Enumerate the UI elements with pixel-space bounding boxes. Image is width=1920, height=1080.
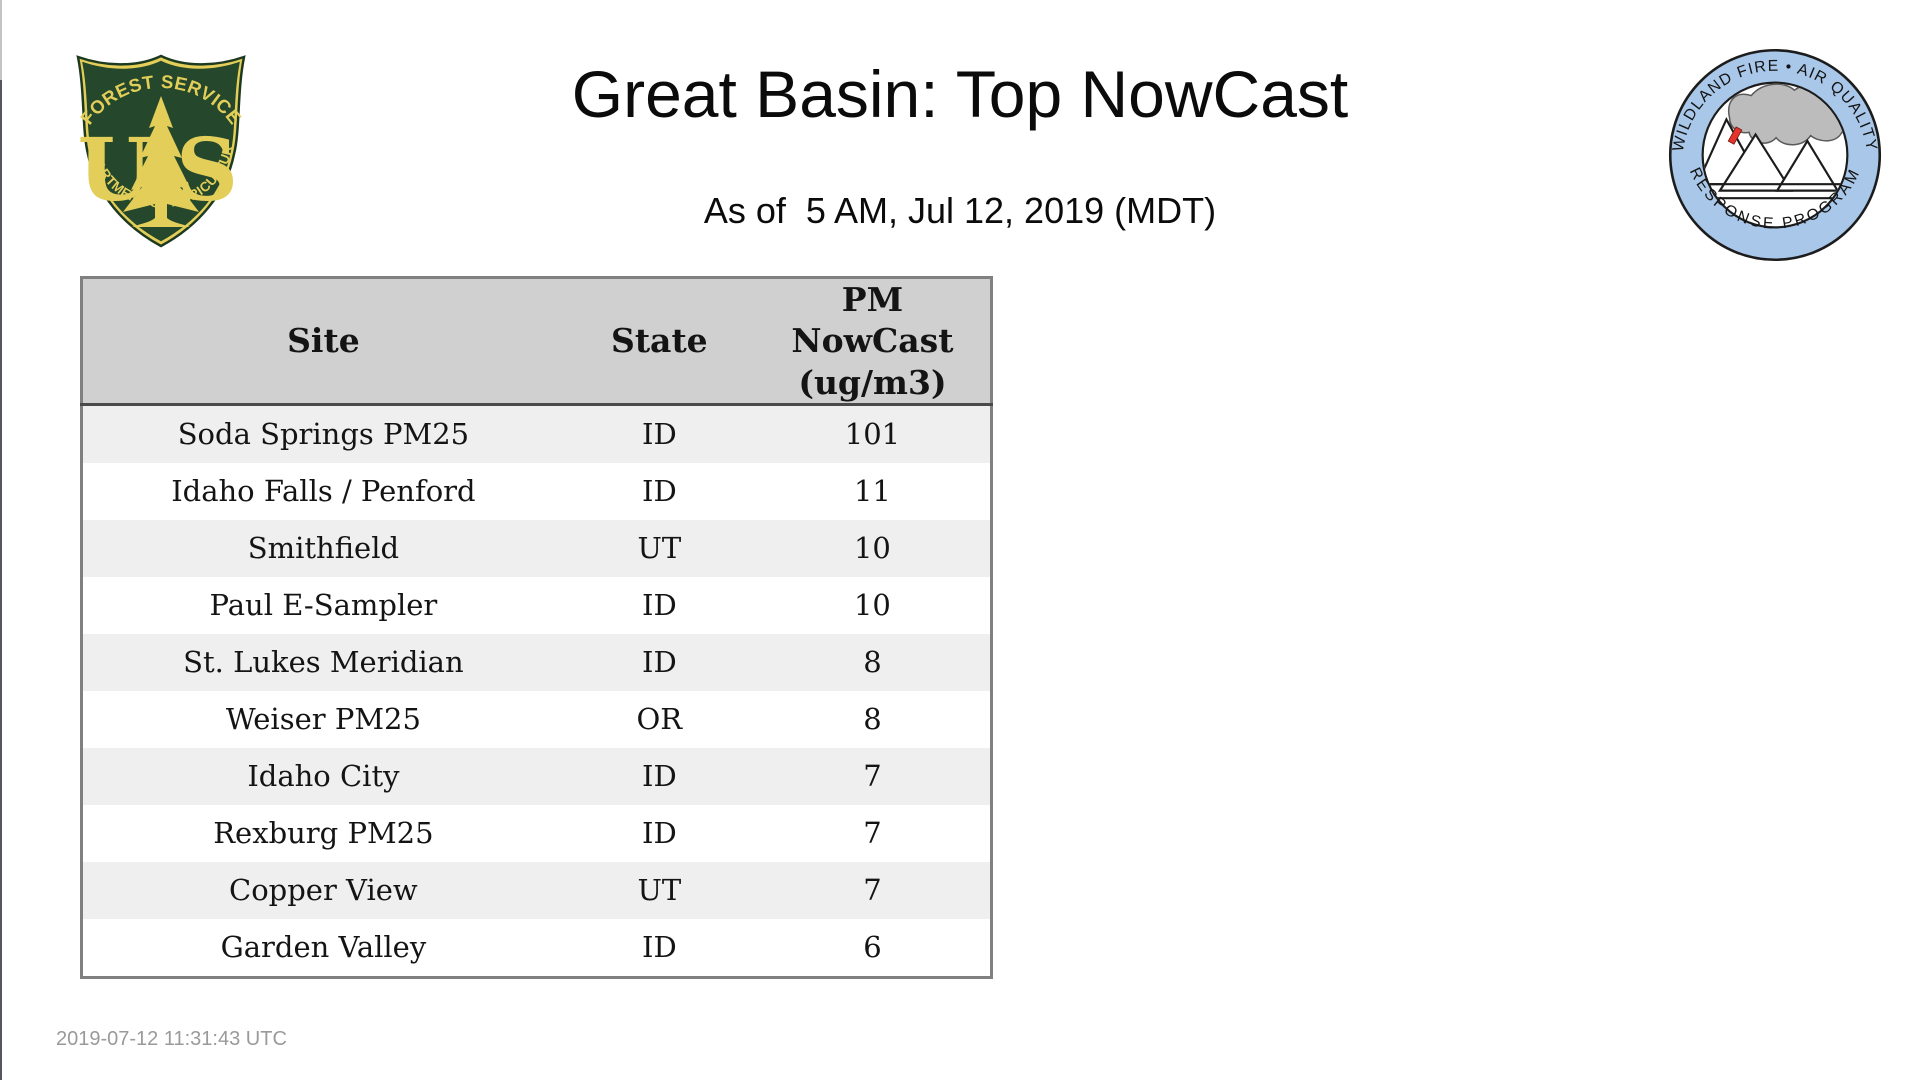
site-cell: Paul E-Sampler	[209, 588, 438, 623]
value-cell: 11	[853, 474, 891, 509]
site-cell: Garden Valley	[220, 930, 427, 965]
value-cell: 10	[853, 531, 891, 566]
state-cell: UT	[637, 531, 682, 566]
value-cell: 7	[863, 759, 882, 794]
site-cell: Smithfield	[247, 531, 400, 566]
value-cell: 101	[844, 417, 901, 452]
mountain-right-icon	[1775, 138, 1840, 192]
mountain-middle-icon	[1717, 132, 1794, 192]
table-row: Weiser PM25 OR 8	[81, 690, 992, 748]
table-header: Site State PM NowCast (ug/m3)	[81, 277, 992, 406]
pine-tree-icon	[123, 96, 199, 227]
state-cell: ID	[641, 816, 677, 851]
state-cell: ID	[641, 474, 677, 509]
site-cell: St. Lukes Meridian	[183, 645, 464, 680]
forest-service-logo: FOREST SERVICE U S DEPARTMENT OF AGRICUL…	[66, 44, 246, 248]
table-row: Smithfield UT 10	[81, 519, 992, 577]
table-row: Garden Valley ID 6	[81, 918, 992, 978]
value-cell: 8	[863, 702, 882, 737]
footer-timestamp: 2019-07-12 11:31:43 UTC	[56, 1028, 287, 1050]
page-subtitle: As of 5 AM, Jul 12, 2019 (MDT)	[703, 190, 1217, 231]
wildland-fire-air-quality-logo: WILDLAND FIRE • AIR QUALITY RESPONSE PRO…	[1668, 48, 1882, 262]
state-cell: ID	[641, 645, 677, 680]
value-cell: 7	[863, 816, 882, 851]
value-cell: 7	[863, 873, 882, 908]
table-row: Soda Springs PM25 ID 101	[81, 404, 992, 463]
table-row: Idaho City ID 7	[81, 747, 992, 805]
nowcast-table: Site State PM NowCast (ug/m3) Soda Sprin…	[80, 276, 993, 979]
page-title: Great Basin: Top NowCast	[571, 57, 1349, 131]
site-cell: Weiser PM25	[225, 702, 421, 737]
table-row: Copper View UT 7	[81, 861, 992, 919]
value-cell: 8	[863, 645, 882, 680]
state-cell: ID	[641, 759, 677, 794]
site-cell: Soda Springs PM25	[177, 417, 470, 452]
state-cell: UT	[637, 873, 682, 908]
shield-icon: FOREST SERVICE U S DEPARTMENT OF AGRICUL…	[66, 44, 246, 248]
state-cell: ID	[641, 930, 677, 965]
site-cell: Idaho Falls / Penford	[171, 474, 476, 509]
site-cell: Copper View	[229, 873, 418, 908]
screen-edge-line	[0, 80, 2, 1080]
header-state: State	[563, 277, 755, 406]
screen-edge-line-top	[0, 0, 2, 80]
state-cell: OR	[636, 702, 683, 737]
table-body: Soda Springs PM25 ID 101 Idaho Falls / Penf…	[81, 404, 992, 978]
header-site: Site	[81, 277, 564, 406]
state-cell: ID	[641, 417, 677, 452]
table-row: St. Lukes Meridian ID 8	[81, 633, 992, 691]
table-row: Paul E-Sampler ID 10	[81, 576, 992, 634]
table-row: Rexburg PM25 ID 7	[81, 804, 992, 862]
value-cell: 10	[853, 588, 891, 623]
header-pm-nowcast: PM NowCast (ug/m3)	[754, 277, 992, 406]
fire-mark-icon	[1727, 126, 1743, 145]
value-cell: 6	[863, 930, 882, 965]
site-cell: Idaho City	[247, 759, 400, 794]
state-cell: ID	[641, 588, 677, 623]
table-row: Idaho Falls / Penford ID 11	[81, 462, 992, 520]
site-cell: Rexburg PM25	[213, 816, 434, 851]
